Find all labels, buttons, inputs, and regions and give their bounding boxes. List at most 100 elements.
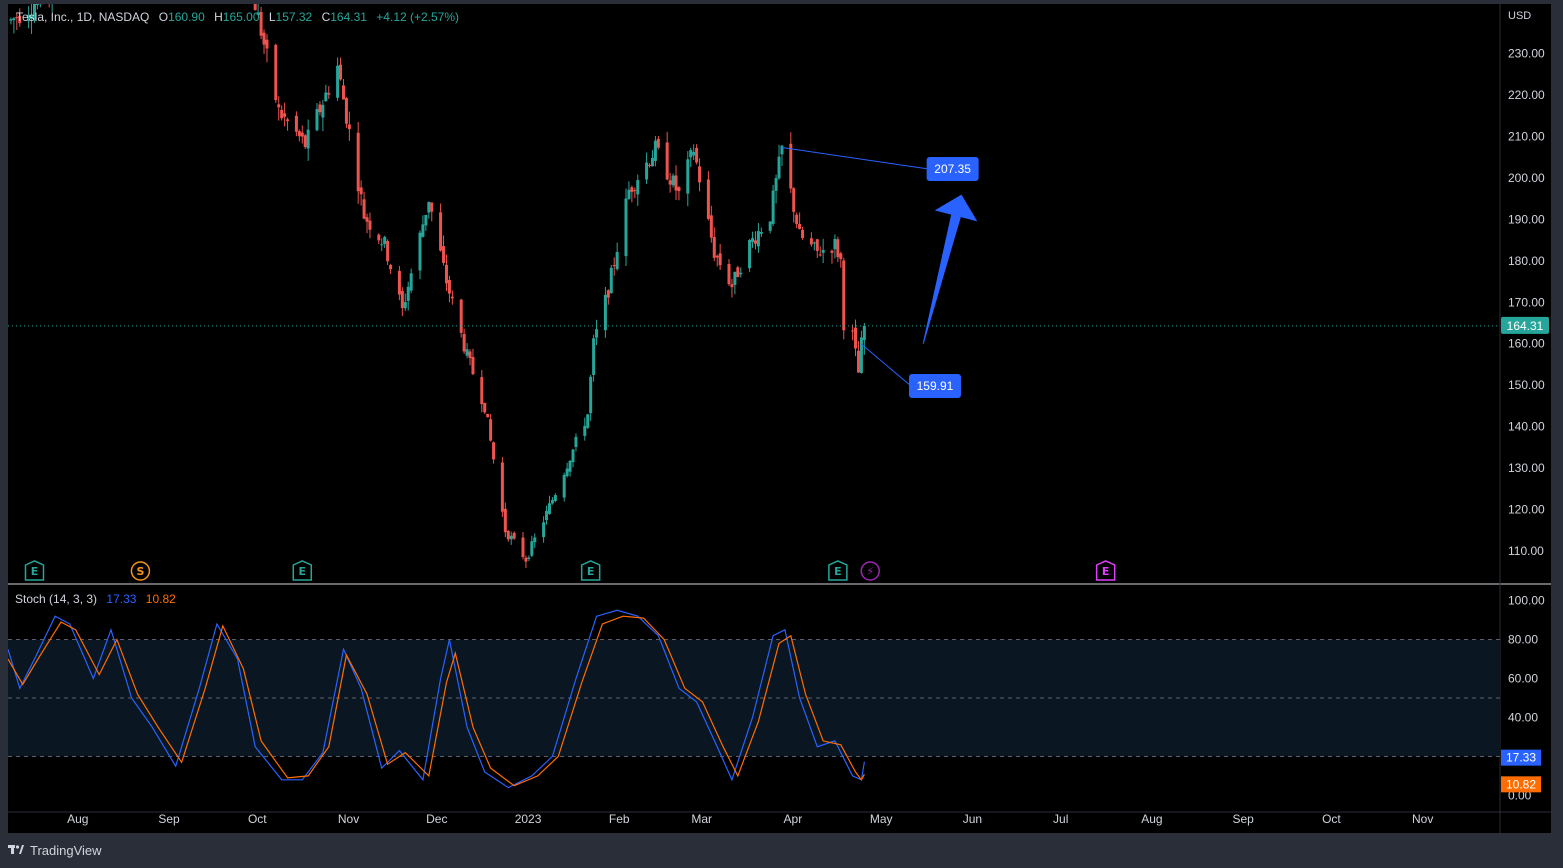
candle bbox=[377, 233, 381, 245]
candle-body bbox=[427, 201, 431, 213]
event-marker-split: S bbox=[130, 561, 151, 581]
candle-body bbox=[818, 254, 822, 256]
candle bbox=[347, 111, 351, 141]
candle-body bbox=[833, 238, 837, 250]
marker-ring bbox=[130, 561, 151, 581]
candle bbox=[753, 231, 757, 250]
candle-body bbox=[812, 242, 816, 244]
candle-body bbox=[795, 214, 799, 225]
candle bbox=[389, 263, 393, 274]
candle-body bbox=[780, 145, 784, 155]
candle bbox=[801, 227, 805, 240]
candle-body bbox=[300, 132, 304, 137]
candle-body bbox=[768, 221, 772, 231]
candle bbox=[530, 535, 534, 558]
candle bbox=[739, 267, 743, 278]
time-tick-label: Dec bbox=[426, 812, 447, 826]
marker-badge bbox=[580, 560, 601, 581]
candle bbox=[439, 203, 443, 252]
candle bbox=[547, 495, 551, 515]
candle bbox=[727, 259, 731, 287]
candle-body bbox=[344, 98, 348, 124]
candle bbox=[665, 131, 669, 181]
candle-body bbox=[409, 273, 413, 291]
candle bbox=[653, 135, 657, 167]
callout-label: 207.35 bbox=[934, 162, 971, 176]
close-value: 164.31 bbox=[330, 10, 367, 24]
price-tick-label: 130.00 bbox=[1508, 461, 1545, 475]
candle bbox=[462, 328, 466, 354]
candle bbox=[533, 533, 537, 549]
candle bbox=[789, 132, 793, 193]
event-marker-earnings: E bbox=[24, 560, 45, 581]
price-tick-label: 170.00 bbox=[1508, 295, 1545, 309]
candle bbox=[48, 4, 50, 8]
symbol-title: Tesla, Inc., 1D, NASDAQ bbox=[16, 10, 150, 24]
candle-body bbox=[30, 14, 34, 19]
brand-label[interactable]: TradingView bbox=[30, 842, 102, 858]
candle bbox=[545, 505, 549, 525]
candle bbox=[380, 238, 384, 252]
candle bbox=[365, 213, 369, 234]
candle-body bbox=[553, 495, 557, 501]
candle bbox=[706, 171, 710, 221]
price-chart[interactable]: 110.00 120.00 130.00 140.00 150.00 160.00 170.… bbox=[8, 4, 1551, 833]
candle-body bbox=[418, 232, 422, 271]
candle-body bbox=[636, 180, 640, 195]
time-tick-label: Sep bbox=[1232, 812, 1254, 826]
callout-box bbox=[908, 374, 961, 398]
candle-body bbox=[571, 449, 575, 463]
candle-body bbox=[368, 220, 372, 230]
candle-body bbox=[524, 557, 528, 562]
chart-area[interactable]: 110.00 120.00 130.00 140.00 150.00 160.00 170.… bbox=[8, 4, 1551, 833]
candle-body bbox=[759, 232, 763, 234]
candle bbox=[386, 239, 390, 266]
stoch-tick-label: 100.00 bbox=[1508, 594, 1545, 608]
candle-body bbox=[365, 217, 369, 222]
candle bbox=[262, 29, 266, 54]
candle-body bbox=[492, 442, 496, 460]
candle bbox=[506, 529, 510, 542]
candle bbox=[733, 271, 737, 295]
candle bbox=[851, 324, 855, 341]
candle-body bbox=[736, 267, 740, 278]
candle-body bbox=[851, 330, 855, 332]
candle bbox=[300, 125, 304, 144]
candle-body bbox=[692, 151, 696, 156]
candle-body bbox=[645, 162, 649, 180]
candle bbox=[324, 84, 328, 102]
candle bbox=[759, 227, 763, 237]
candle-body bbox=[542, 522, 546, 538]
candle-body bbox=[712, 237, 716, 258]
stoch-last-tag bbox=[1501, 776, 1541, 793]
stoch-tick-label: 40.00 bbox=[1508, 710, 1538, 724]
candle-body bbox=[512, 532, 516, 539]
candle-body bbox=[547, 503, 551, 514]
candle-body bbox=[562, 474, 566, 498]
stoch-series-k bbox=[8, 609, 865, 789]
candle-body bbox=[733, 271, 737, 285]
candle bbox=[668, 172, 672, 193]
candle bbox=[574, 433, 578, 452]
candle bbox=[409, 268, 413, 294]
candle-body bbox=[739, 272, 743, 275]
candle bbox=[465, 343, 469, 359]
candle-body bbox=[530, 541, 534, 556]
candle-body bbox=[836, 239, 840, 258]
candle-body bbox=[671, 175, 675, 186]
candle-body bbox=[277, 104, 281, 108]
change-value: +4.12 (+2.57%) bbox=[376, 10, 460, 24]
marker-badge bbox=[292, 560, 313, 581]
candle bbox=[709, 205, 713, 243]
candle bbox=[589, 374, 593, 421]
candle-body bbox=[612, 265, 616, 267]
candle-body bbox=[527, 557, 531, 559]
candle bbox=[592, 334, 596, 382]
callout-line bbox=[781, 147, 929, 170]
marker-icon-label: E bbox=[834, 565, 842, 578]
candle bbox=[447, 275, 451, 303]
currency-label[interactable]: USD bbox=[1508, 10, 1532, 22]
candle-body bbox=[521, 537, 525, 558]
candle bbox=[294, 111, 298, 137]
candle-body bbox=[748, 239, 752, 269]
